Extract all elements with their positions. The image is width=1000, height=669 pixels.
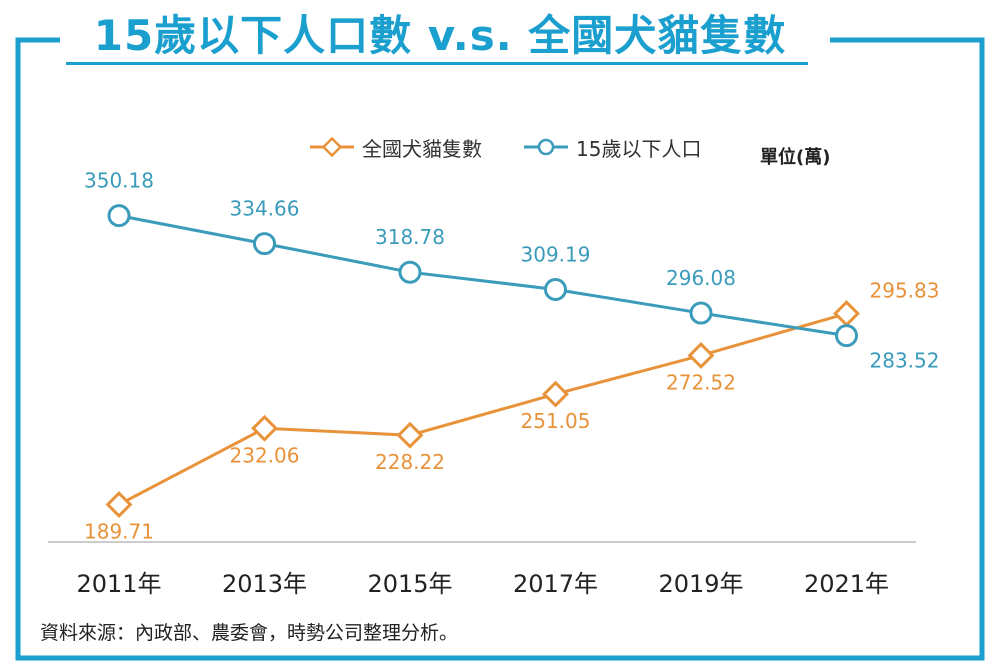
data-label-children: 318.78 [375, 225, 445, 249]
data-point-pets [251, 414, 278, 442]
x-tick-label: 2021年 [804, 570, 889, 598]
x-tick-label: 2017年 [513, 570, 598, 598]
data-point-pets [833, 300, 860, 327]
legend-label-pets: 全國犬貓隻數 [362, 136, 482, 161]
title-underline [66, 62, 808, 65]
data-point-children [398, 260, 422, 284]
legend-swatch-pets [310, 137, 354, 157]
data-label-pets: 189.71 [84, 520, 154, 544]
data-point-children [544, 277, 567, 301]
data-label-children: 334.66 [230, 197, 300, 221]
data-point-pets [396, 421, 424, 449]
data-point-pets [105, 491, 133, 518]
frame-border [15, 37, 985, 661]
data-point-children [253, 232, 276, 256]
legend-item-children: 15歲以下人口 [522, 134, 702, 161]
chart-title: 15歲以下人口數 v.s. 全國犬貓隻數 [60, 6, 820, 66]
x-tick-label: 2013年 [222, 570, 307, 598]
data-label-pets: 251.05 [521, 409, 591, 433]
data-point-children [689, 301, 713, 325]
data-point-children [835, 324, 858, 348]
x-tick-label: 2015年 [367, 570, 452, 598]
legend-item-pets: 全國犬貓隻數 [308, 134, 482, 161]
unit-label: 單位(萬) [760, 147, 831, 168]
source-note: 資料來源：內政部、農委會，時勢公司整理分析。 [40, 622, 459, 644]
data-point-children [107, 204, 131, 228]
data-label-children: 296.08 [666, 266, 736, 290]
data-label-pets: 228.22 [375, 450, 445, 474]
series-line-pets [118, 312, 847, 506]
x-tick-label: 2019年 [658, 570, 743, 598]
data-label-children: 283.52 [870, 349, 940, 373]
data-point-pets [542, 380, 569, 408]
series-line-children [118, 214, 847, 338]
data-label-children: 309.19 [521, 242, 591, 266]
data-point-pets [687, 342, 715, 369]
legend-label-children: 15歲以下人口 [576, 136, 702, 161]
x-tick-label: 2011年 [76, 570, 161, 598]
data-label-children: 350.18 [84, 169, 154, 193]
data-label-pets: 295.83 [870, 279, 940, 303]
data-label-pets: 232.06 [230, 443, 300, 467]
data-label-pets: 272.52 [666, 370, 736, 394]
legend-swatch-children [524, 138, 568, 156]
